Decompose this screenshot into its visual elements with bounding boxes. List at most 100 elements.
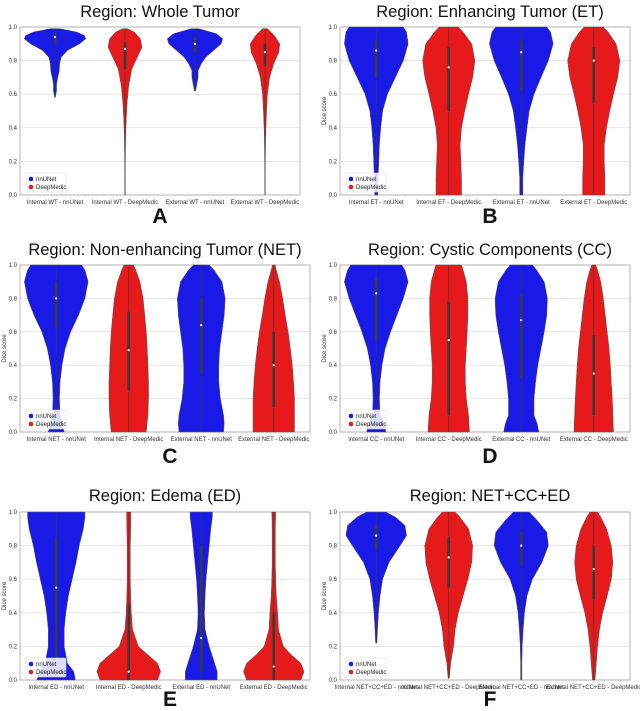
violin-iqr-box [199, 545, 203, 672]
violin-iqr-box [53, 33, 57, 44]
panel-C: Region: Non-enhancing Tumor (NET) 0.0 0.2 0… [2, 241, 311, 468]
violin-iqr-box [127, 604, 131, 680]
violin-iqr-box [374, 40, 378, 78]
legend-box [25, 657, 67, 678]
y-tick-label: 0.0 [9, 678, 18, 684]
violin-median [200, 636, 203, 640]
x-tick-label: External CC - nnUNet [492, 437, 550, 443]
panel-letter: A [152, 205, 167, 228]
violin-median [127, 349, 130, 352]
x-tick-label: External NET - DeepMedic [238, 437, 309, 443]
x-tick-label: Internal WT - nnUNet [27, 200, 84, 206]
legend-swatch-deepmedic [348, 669, 354, 675]
panel-B: Region: Enhancing Tumor (ET) 0.0 0.2 0.4 0.6… [322, 3, 631, 228]
y-tick-label: 0.6 [329, 330, 338, 336]
legend-label: nnUNet [36, 177, 57, 183]
y-tick-label: 1.0 [329, 25, 338, 31]
x-tick-label: Internal NET - nnUNet [27, 437, 87, 443]
x-tick-label: External WT - DeepMedic [231, 200, 300, 206]
panel-title: Region: Non-enhancing Tumor (NET) [28, 241, 301, 259]
x-tick-label: External ET - nnUNet [493, 200, 550, 206]
x-tick-label: Internal ET - DeepMedic [416, 200, 481, 206]
y-tick-label: 0.4 [9, 126, 18, 132]
legend: nnUNet DeepMedic [345, 172, 386, 193]
y-tick-label: 1.0 [329, 263, 338, 269]
y-tick-label: 0.6 [329, 92, 338, 98]
violin-iqr-box [123, 42, 127, 69]
violin-median [520, 51, 523, 54]
y-tick-label: 0.2 [9, 644, 18, 650]
violin-iqr-box [592, 335, 596, 416]
violin-iqr-box [447, 47, 451, 111]
panel-letter: C [162, 445, 177, 468]
violin-median [447, 556, 450, 559]
plot-frame [339, 264, 631, 433]
y-tick-label: 0.8 [329, 296, 338, 302]
legend-swatch-deepmedic [28, 669, 34, 675]
violin-median [263, 51, 267, 54]
y-axis-label: Dice score [322, 581, 328, 610]
x-tick-label: Internal NET+CC+ED - DeepMedic [402, 685, 495, 691]
y-axis-label: Dice score [322, 96, 328, 125]
panel-E: Region: Edema (ED) 0.0 0.2 0.4 0.6 0.8 1.0 Dice… [2, 487, 311, 711]
x-tick-label: External NET - nnUNet [171, 437, 233, 443]
panel-title: Region: NET+CC+ED [410, 487, 571, 505]
y-tick-label: 0.0 [9, 193, 18, 199]
violin-median [123, 47, 127, 50]
x-tick-label: External ED - nnUNet [172, 685, 230, 691]
y-tick-label: 0.4 [329, 126, 338, 132]
violin-iqr-box [592, 545, 596, 600]
panel-letter: B [482, 205, 497, 228]
violin-median [447, 66, 450, 69]
violin-median [272, 364, 275, 367]
y-tick-label: 0.2 [329, 159, 338, 165]
y-tick-label: 0.4 [9, 363, 18, 369]
y-tick-label: 0.4 [329, 611, 338, 617]
violin-median [55, 586, 58, 589]
y-tick-label: 0.4 [9, 611, 18, 617]
legend: nnUNet DeepMedic [345, 657, 386, 678]
panel-D: Region: Cystic Components (CC) 0.0 0.2 0.4 0… [322, 241, 631, 468]
violin-iqr-box [199, 298, 203, 374]
y-tick-label: 0.0 [329, 193, 338, 199]
y-tick-label: 0.2 [329, 397, 338, 403]
violin-iqr-box [272, 612, 276, 680]
violin-median [200, 324, 203, 327]
legend-label: nnUNet [356, 662, 377, 668]
violin-iqr-box [519, 295, 523, 379]
panel-A: Region: Whole Tumor 0.0 0.2 0.4 0.6 0.8 1.0 Int… [9, 3, 301, 228]
y-tick-label: 0.6 [329, 577, 338, 583]
legend-swatch-deepmedic [28, 421, 34, 427]
panel-title: Region: Cystic Components (CC) [368, 241, 612, 259]
x-tick-label: Internal NET - DeepMedic [94, 437, 163, 443]
plot-frame [339, 26, 631, 196]
legend: nnUNet DeepMedic [25, 172, 66, 193]
violin-iqr-box [519, 532, 523, 566]
x-tick-label: Internal ET - nnUNet [349, 200, 404, 206]
y-tick-label: 0.2 [329, 644, 338, 650]
plot-frame [339, 511, 631, 681]
legend-swatch-nnunet [348, 413, 354, 419]
x-tick-label: Internal WT - DeepMedic [92, 200, 159, 206]
y-tick-label: 0.4 [329, 363, 338, 369]
violin-iqr-box [54, 281, 58, 329]
x-tick-label: External ED - DeepMedic [240, 685, 308, 691]
y-tick-label: 1.0 [9, 263, 18, 269]
legend-label: DeepMedic [36, 422, 66, 428]
legend: nnUNet DeepMedic [25, 409, 66, 430]
legend-label: nnUNet [36, 414, 57, 420]
legend-swatch-deepmedic [348, 421, 354, 427]
violin-median [127, 670, 130, 673]
legend: nnUNet DeepMedic [25, 657, 67, 678]
violin-iqr-box [263, 43, 267, 66]
violin-iqr-box [272, 331, 276, 407]
legend-label: nnUNet [36, 662, 57, 668]
legend-label: DeepMedic [36, 185, 66, 191]
violin-median [375, 292, 378, 295]
y-tick-label: 0.8 [9, 544, 18, 550]
y-axis-label: Dice score [322, 334, 328, 363]
violin-median [592, 59, 595, 62]
violin-iqr-box [374, 525, 378, 549]
violin-median [520, 319, 523, 322]
violin-iqr-box [374, 278, 378, 341]
